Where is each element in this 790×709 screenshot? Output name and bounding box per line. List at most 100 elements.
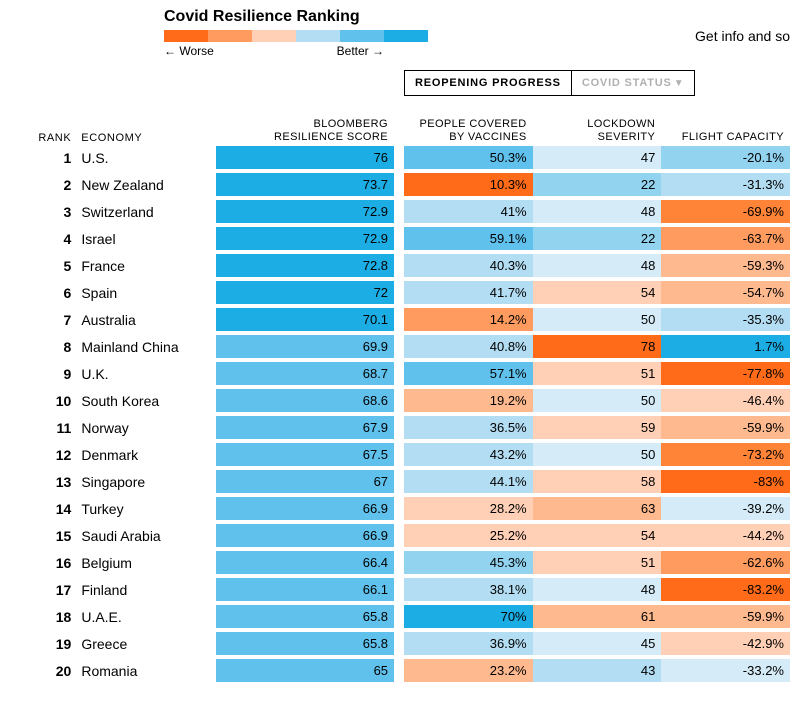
tab-covid-status[interactable]: Covid Status▼ (572, 70, 696, 96)
legend-scale (164, 30, 428, 42)
vaccines-cell: 40.8% (404, 335, 533, 358)
table-row: 10South Korea68.619.2%50-46.4% (8, 387, 790, 414)
legend-worse: ← Worse (164, 44, 214, 58)
lockdown-cell: 22 (533, 173, 662, 196)
score-cell: 66.9 (216, 524, 394, 547)
rank-cell: 14 (8, 501, 77, 517)
score-cell: 72.9 (216, 200, 394, 223)
score-cell: 73.7 (216, 173, 394, 196)
rank-cell: 16 (8, 555, 77, 571)
flight-cell: -83.2% (661, 578, 790, 601)
economy-cell: Greece (77, 636, 216, 652)
rank-cell: 18 (8, 609, 77, 625)
legend-better: Better → (337, 44, 384, 58)
flight-cell: -42.9% (661, 632, 790, 655)
header-score[interactable]: BLOOMBERGRESILIENCE SCORE (216, 118, 394, 144)
vaccines-cell: 44.1% (404, 470, 533, 493)
score-cell: 65.8 (216, 605, 394, 628)
ranking-table: RANK ECONOMY BLOOMBERGRESILIENCE SCORE P… (8, 100, 790, 684)
lockdown-cell: 22 (533, 227, 662, 250)
economy-cell: Saudi Arabia (77, 528, 216, 544)
header-flight[interactable]: FLIGHT CAPACITY (661, 131, 790, 144)
score-cell: 65 (216, 659, 394, 682)
lockdown-cell: 51 (533, 362, 662, 385)
lockdown-cell: 48 (533, 578, 662, 601)
rank-cell: 7 (8, 312, 77, 328)
vaccines-cell: 10.3% (404, 173, 533, 196)
lockdown-cell: 45 (533, 632, 662, 655)
lockdown-cell: 51 (533, 551, 662, 574)
rank-cell: 6 (8, 285, 77, 301)
flight-cell: -39.2% (661, 497, 790, 520)
score-cell: 67 (216, 470, 394, 493)
header-rank[interactable]: RANK (8, 132, 77, 144)
lockdown-cell: 50 (533, 443, 662, 466)
sort-arrow-icon: ▼ (674, 78, 685, 89)
rank-cell: 10 (8, 393, 77, 409)
economy-cell: Finland (77, 582, 216, 598)
vaccines-cell: 45.3% (404, 551, 533, 574)
economy-cell: Spain (77, 285, 216, 301)
score-cell: 66.9 (216, 497, 394, 520)
flight-cell: -77.8% (661, 362, 790, 385)
table-row: 4Israel72.959.1%22-63.7% (8, 225, 790, 252)
economy-cell: Australia (77, 312, 216, 328)
header-economy[interactable]: ECONOMY (77, 132, 216, 144)
table-row: 19Greece65.836.9%45-42.9% (8, 630, 790, 657)
flight-cell: -44.2% (661, 524, 790, 547)
lockdown-cell: 63 (533, 497, 662, 520)
flight-cell: -69.9% (661, 200, 790, 223)
rank-cell: 8 (8, 339, 77, 355)
vaccines-cell: 43.2% (404, 443, 533, 466)
legend-swatch (164, 30, 208, 42)
table-row: 8Mainland China69.940.8%781.7% (8, 333, 790, 360)
score-cell: 72 (216, 281, 394, 304)
rank-cell: 15 (8, 528, 77, 544)
flight-cell: -73.2% (661, 443, 790, 466)
rank-cell: 9 (8, 366, 77, 382)
flight-cell: 1.7% (661, 335, 790, 358)
rank-cell: 12 (8, 447, 77, 463)
vaccines-cell: 40.3% (404, 254, 533, 277)
lockdown-cell: 50 (533, 389, 662, 412)
economy-cell: Turkey (77, 501, 216, 517)
vaccines-cell: 41.7% (404, 281, 533, 304)
header-vaccines[interactable]: PEOPLE COVEREDBY VACCINES (404, 118, 533, 144)
table-row: 17Finland66.1 38.1%48-83.2% (8, 576, 790, 603)
rank-cell: 17 (8, 582, 77, 598)
vaccines-cell: 50.3% (404, 146, 533, 169)
economy-cell: New Zealand (77, 177, 216, 193)
economy-cell: Mainland China (77, 339, 216, 355)
score-cell: 67.5 (216, 443, 394, 466)
score-cell: 68.7 (216, 362, 394, 385)
table-row: 12Denmark67.543.2%50-73.2% (8, 441, 790, 468)
flight-cell: -63.7% (661, 227, 790, 250)
flight-cell: -31.3% (661, 173, 790, 196)
economy-cell: U.K. (77, 366, 216, 382)
flight-cell: -20.1% (661, 146, 790, 169)
economy-cell: Israel (77, 231, 216, 247)
score-cell: 66.1 (216, 578, 394, 601)
score-cell: 68.6 (216, 389, 394, 412)
page-title: Covid Resilience Ranking (164, 8, 428, 26)
lockdown-cell: 61 (533, 605, 662, 628)
rank-cell: 11 (8, 420, 77, 436)
info-link[interactable]: Get info and so (695, 8, 790, 44)
rank-cell: 19 (8, 636, 77, 652)
vaccines-cell: 57.1% (404, 362, 533, 385)
economy-cell: France (77, 258, 216, 274)
lockdown-cell: 58 (533, 470, 662, 493)
table-row: 2New Zealand73.7 10.3%22-31.3% (8, 171, 790, 198)
header-lockdown[interactable]: LOCKDOWN SEVERITY (533, 118, 662, 144)
table-row: 16Belgium66.445.3%51-62.6% (8, 549, 790, 576)
legend-swatch (340, 30, 384, 42)
flight-cell: -54.7% (661, 281, 790, 304)
legend-swatch (252, 30, 296, 42)
lockdown-cell: 54 (533, 281, 662, 304)
vaccines-cell: 38.1% (404, 578, 533, 601)
tab-reopening-progress[interactable]: Reopening Progress (404, 70, 572, 96)
vaccines-cell: 36.5% (404, 416, 533, 439)
rank-cell: 2 (8, 177, 77, 193)
economy-cell: Norway (77, 420, 216, 436)
table-row: 3Switzerland72.941%48-69.9% (8, 198, 790, 225)
